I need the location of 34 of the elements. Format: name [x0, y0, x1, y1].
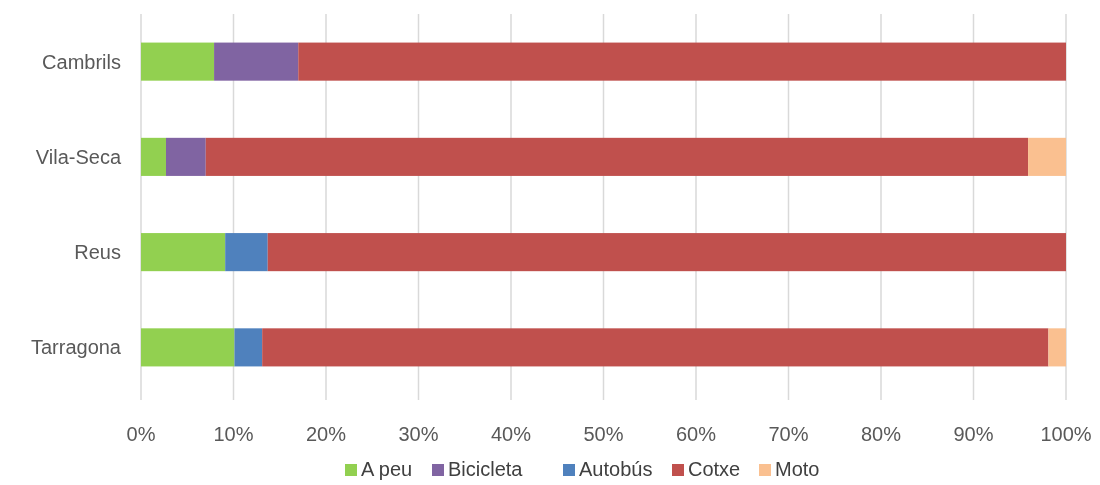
bar — [165, 137, 206, 176]
x-tick-label: 90% — [953, 423, 994, 445]
bar — [1028, 137, 1066, 176]
x-tick-label: 20% — [305, 423, 347, 445]
bar — [267, 233, 1066, 272]
x-tick-label: 40% — [490, 423, 532, 445]
bar — [141, 42, 215, 81]
bar — [141, 233, 226, 272]
x-tick-label: 30% — [398, 423, 439, 445]
bar — [1048, 328, 1067, 367]
bar — [205, 137, 1029, 176]
x-tick-label: 100% — [1040, 423, 1092, 445]
legend-label: Bicicleta — [448, 458, 524, 480]
legend-label: Moto — [775, 458, 820, 480]
bar — [141, 328, 235, 367]
y-tick-label: Cambrils — [42, 50, 121, 73]
y-tick-label: Tarragona — [30, 336, 122, 359]
bar — [141, 137, 166, 176]
x-tick-label: 50% — [583, 423, 624, 445]
bar — [214, 42, 299, 81]
bar — [234, 328, 263, 367]
x-tick-label: 70% — [768, 423, 809, 445]
x-tick-label: 80% — [860, 423, 902, 445]
y-tick-label: Reus — [74, 241, 121, 264]
y-tick-label: Vila-Seca — [35, 145, 122, 168]
bar — [225, 233, 268, 272]
bar — [298, 42, 1066, 81]
x-tick-label: 0% — [126, 423, 156, 445]
x-tick-label: 10% — [213, 423, 254, 445]
legend-label: Autobús — [579, 458, 653, 480]
legend-label: A peu — [361, 458, 413, 480]
bar — [262, 328, 1049, 367]
x-tick-label: 60% — [675, 423, 717, 445]
legend-label: Cotxe — [688, 458, 741, 480]
